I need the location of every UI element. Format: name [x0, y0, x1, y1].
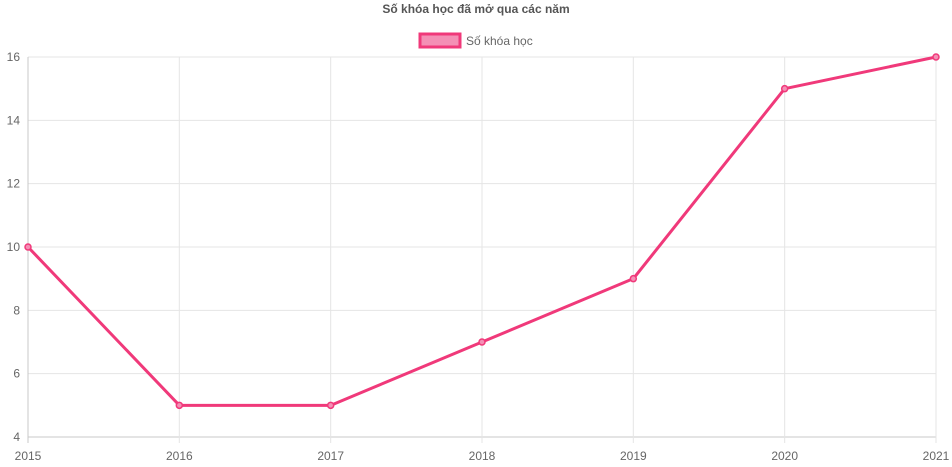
- series: [24, 53, 940, 410]
- x-tick-label: 2019: [620, 449, 647, 463]
- data-point[interactable]: [629, 274, 638, 283]
- y-tick-label: 12: [7, 177, 21, 191]
- y-tick-label: 16: [7, 50, 21, 64]
- x-tick-label: 2017: [317, 449, 344, 463]
- data-point[interactable]: [326, 401, 335, 410]
- legend-label[interactable]: Số khóa học: [466, 34, 533, 48]
- y-tick-label: 14: [7, 113, 21, 127]
- data-point[interactable]: [175, 401, 184, 410]
- x-tick-label: 2016: [166, 449, 193, 463]
- x-axis: 2015 2016 2017 2018 2019 2020 2021: [15, 449, 950, 463]
- data-point[interactable]: [24, 243, 32, 251]
- x-tick-label: 2021: [923, 449, 950, 463]
- data-point[interactable]: [478, 338, 486, 346]
- y-tick-label: 6: [13, 367, 20, 381]
- x-tick-label: 2015: [15, 449, 42, 463]
- data-point[interactable]: [932, 53, 940, 61]
- chart-title: Số khóa học đã mở qua các năm: [382, 2, 569, 16]
- data-point[interactable]: [780, 84, 789, 93]
- y-tick-label: 8: [13, 303, 20, 317]
- legend[interactable]: Số khóa học: [418, 32, 533, 49]
- grid: [27, 56, 937, 443]
- x-tick-label: 2020: [771, 449, 798, 463]
- y-tick-label: 10: [7, 240, 21, 254]
- y-tick-label: 4: [13, 430, 20, 444]
- y-axis: 4 6 8 10 12 14 16: [7, 50, 21, 444]
- legend-swatch-icon[interactable]: [418, 32, 462, 49]
- x-tick-label: 2018: [469, 449, 496, 463]
